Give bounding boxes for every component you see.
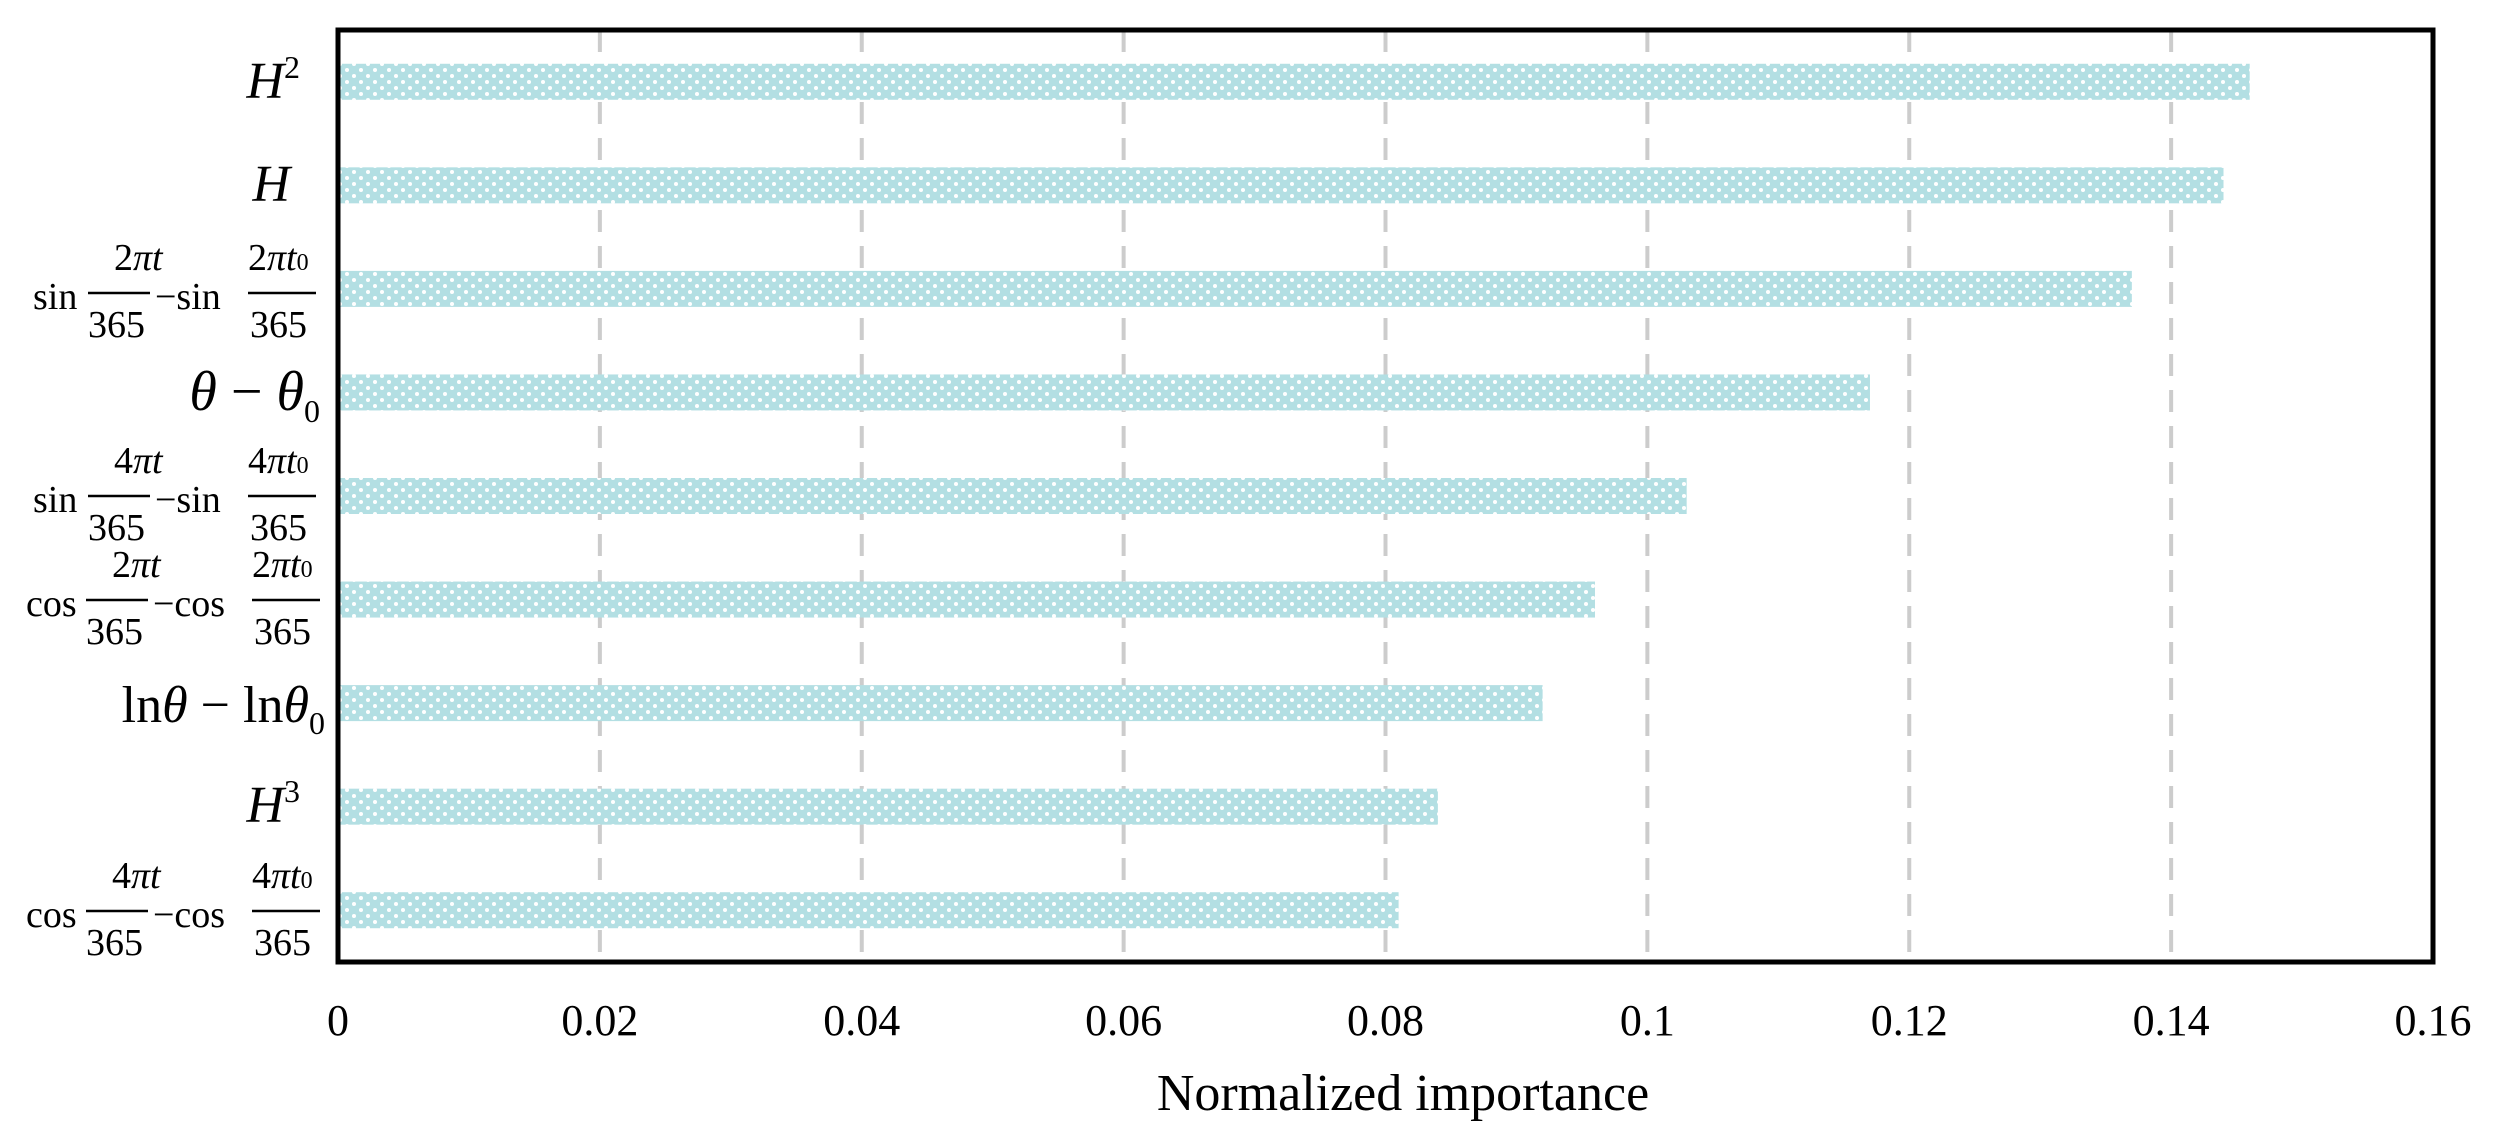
bar	[338, 270, 2132, 307]
svg-text:−cos: −cos	[153, 583, 225, 625]
x-tick-label: 0.06	[1085, 996, 1162, 1045]
svg-text:365: 365	[250, 304, 307, 346]
bar	[338, 788, 1438, 825]
svg-text:sin: sin	[33, 479, 77, 521]
svg-text:4πt0: 4πt0	[248, 440, 309, 482]
svg-text:365: 365	[86, 922, 143, 964]
svg-text:365: 365	[254, 611, 311, 653]
svg-text:365: 365	[88, 507, 145, 549]
x-tick-label: 0	[327, 996, 349, 1045]
bar	[338, 374, 1870, 411]
category-label: H	[251, 156, 292, 213]
svg-text:cos: cos	[26, 894, 77, 936]
svg-text:365: 365	[254, 922, 311, 964]
x-tick-label: 0.14	[2133, 996, 2210, 1045]
x-tick-label: 0.1	[1620, 996, 1675, 1045]
category-label: H3	[245, 773, 300, 834]
bar	[338, 581, 1595, 618]
svg-text:365: 365	[250, 507, 307, 549]
svg-text:365: 365	[88, 304, 145, 346]
svg-text:2πt0: 2πt0	[252, 544, 313, 586]
svg-text:2πt0: 2πt0	[248, 237, 309, 279]
x-axis-label: Normalized importance	[1157, 1065, 1649, 1122]
bar	[338, 892, 1399, 929]
bar	[338, 167, 2224, 204]
bar	[338, 478, 1687, 514]
x-tick-label: 0.16	[2395, 996, 2472, 1045]
svg-text:−sin: −sin	[155, 479, 221, 521]
svg-text:2πt: 2πt	[114, 237, 164, 279]
category-label: cos 4πt 365 −cos 4πt0 365	[26, 855, 320, 964]
x-axis-ticks: 0 0.02 0.04 0.06 0.08 0.1 0.12 0.14 0.16	[327, 996, 2472, 1045]
bar	[338, 63, 2250, 100]
svg-text:−cos: −cos	[153, 894, 225, 936]
bars	[338, 63, 2250, 929]
plot-frame	[335, 27, 2436, 965]
category-label: sin 2πt 365 −sin 2πt0 365	[33, 237, 316, 346]
svg-text:4πt: 4πt	[112, 855, 162, 897]
bar	[338, 685, 1543, 722]
svg-text:2πt: 2πt	[112, 544, 162, 586]
svg-text:sin: sin	[33, 276, 77, 318]
svg-text:365: 365	[86, 611, 143, 653]
svg-text:4πt0: 4πt0	[252, 855, 313, 897]
svg-text:cos: cos	[26, 583, 77, 625]
x-tick-label: 0.04	[823, 996, 900, 1045]
category-label: lnθ − lnθ0	[122, 677, 325, 741]
x-tick-label: 0.08	[1347, 996, 1424, 1045]
category-label: sin 4πt 365 −sin 4πt0 365	[33, 440, 316, 549]
svg-text:−sin: −sin	[155, 276, 221, 318]
category-label: H2	[245, 49, 300, 110]
category-label: θ − θ0	[189, 361, 320, 429]
x-tick-label: 0.12	[1871, 996, 1948, 1045]
category-label: cos 2πt 365 −cos 2πt0 365	[26, 544, 320, 653]
x-tick-label: 0.02	[561, 996, 638, 1045]
y-axis-categories: H2 H sin 2πt 365 −sin 2πt0 365 θ − θ0 si…	[26, 49, 325, 964]
svg-text:4πt: 4πt	[114, 440, 164, 482]
